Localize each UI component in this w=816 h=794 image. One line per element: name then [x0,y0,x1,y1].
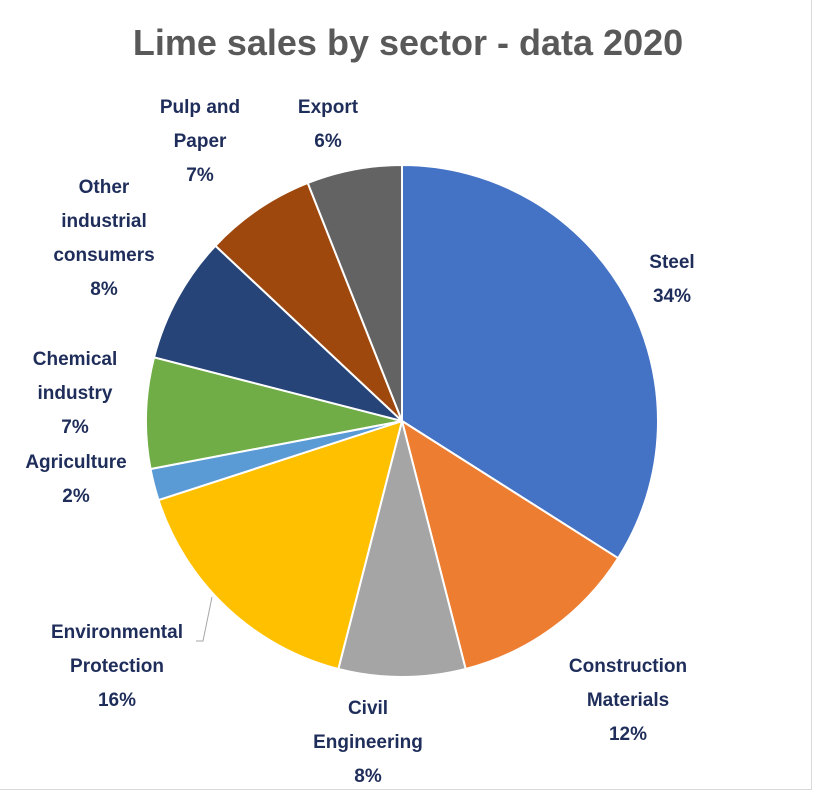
slice-label-export: Export 6% [298,97,359,152]
slice-label-pulp-and-paper: Pulp and Paper 7% [160,97,240,186]
pie-slice-environmental-protection [157,420,403,670]
slice-label-agriculture: Agriculture 2% [25,452,126,507]
slice-labels: Steel 34% Construction Materials 12% Civil Eng… [25,97,694,787]
pie-slice-export [306,164,403,422]
pie-slices [145,164,659,679]
pie-slice-other-industrial-consumers [153,244,403,422]
slice-label-civil-engineering: Civil Engineering 8% [313,698,423,787]
slice-label-steel: Steel 34% [649,252,694,307]
pie-slice-construction-materials [401,420,620,670]
leader-lines [196,596,213,642]
chart-title: Lime sales by sector - data 2020 [132,22,684,63]
pie-slice-pulp-and-paper [214,181,403,422]
pie-slice-steel [401,164,659,560]
slice-label-environmental-protection: Environmental Protection 16% [51,622,183,711]
slice-label-other-industrial-consumers: Other industrial consumers 8% [53,177,154,300]
pie-slice-chemical-industry [145,356,403,470]
pie-slice-civil-engineering [337,420,467,679]
slice-label-construction-materials: Construction Materials 12% [569,656,687,745]
slice-label-chemical-industry: Chemical industry 7% [33,349,117,438]
leader-line-environmental-protection [196,596,213,642]
